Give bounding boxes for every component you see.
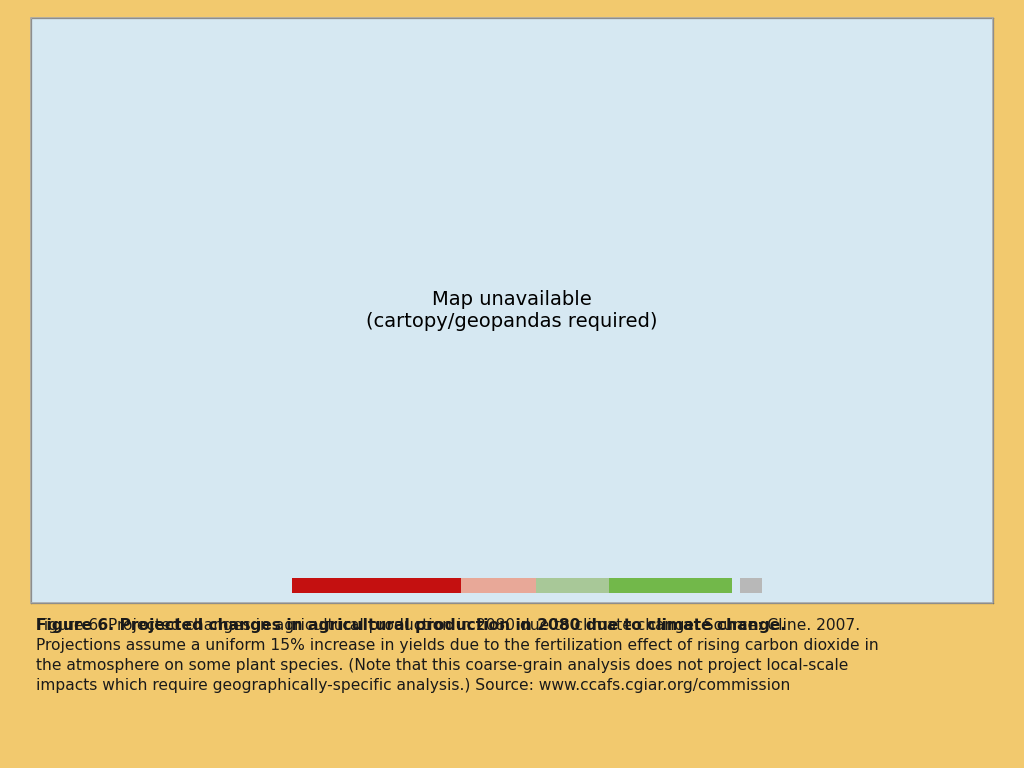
Text: Figure 6. Projected changes in agricultural production in 2080 due to climate ch: Figure 6. Projected changes in agricultu…	[36, 618, 879, 693]
Text: Figure 6. Projected changes in agricultural production in 2080 due to climate ch: Figure 6. Projected changes in agricultu…	[36, 618, 786, 634]
Text: Map unavailable
(cartopy/geopandas required): Map unavailable (cartopy/geopandas requi…	[367, 290, 657, 331]
